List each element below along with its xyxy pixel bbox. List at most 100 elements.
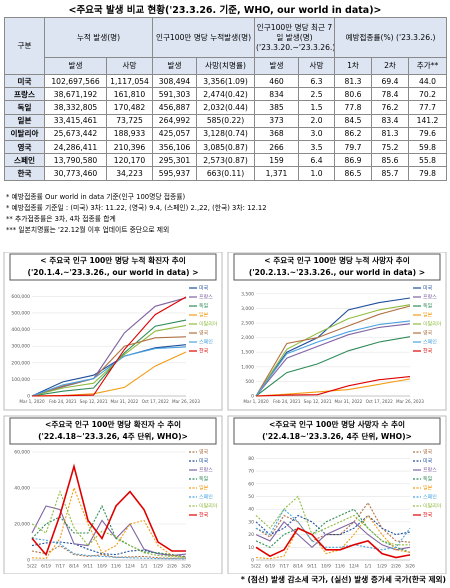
series-line <box>255 508 411 553</box>
cell: 2,474(0.42) <box>195 87 256 102</box>
cell: 70.2 <box>408 87 448 102</box>
cell: 368 <box>254 126 300 141</box>
sub-header: 사망 <box>106 57 153 75</box>
chart-title: < 주요국 인구 100만 명당 누적 사망자 추이 <box>264 255 410 265</box>
y-tick-label: 40 <box>248 507 254 513</box>
cell: 69.4 <box>371 73 410 89</box>
cell: 86.5 <box>334 166 373 181</box>
legend-label: 미국 <box>199 285 209 292</box>
cell: 85.7 <box>371 166 410 181</box>
chart-subtitle: ('20.2.13.~'23.3.26., our world in data)… <box>249 268 425 277</box>
series-line <box>31 346 187 397</box>
legend-label: 프랑스 <box>423 467 437 474</box>
legend-label: 독일 <box>423 303 433 310</box>
cell: 266 <box>254 139 300 155</box>
chart-subtitle: ('22.4.18~'23.3.26, 4주 단위, WHO)> <box>38 431 188 441</box>
title-box <box>233 417 441 445</box>
y-tick-label: 60 <box>248 481 254 487</box>
cell: 102,697,566 <box>44 73 107 89</box>
title-box <box>9 253 217 281</box>
group-header: 누적 발생(명) <box>44 17 153 58</box>
country: 미국 <box>4 73 45 89</box>
cell: 308,494 <box>152 73 197 89</box>
notes: * 예방접종률 Our world in data 기준(인구 100명당 접종… <box>6 192 446 236</box>
cell: 585(0.22) <box>195 113 256 128</box>
chart-frame <box>3 252 223 411</box>
x-tick-label: 10/9 <box>321 564 331 570</box>
x-tick-label: 5/22 <box>27 564 37 570</box>
cell: 210,396 <box>106 139 153 155</box>
legend-label: 프랑스 <box>199 294 213 301</box>
country: 독일 <box>4 100 45 115</box>
series-line <box>31 489 187 558</box>
legend-label: 스페인 <box>199 339 213 346</box>
cell: 34,223 <box>106 166 153 181</box>
x-tick-label: 11/6 <box>335 564 345 570</box>
legend-label: 미국 <box>199 458 209 465</box>
chart-subtitle: ('22.4.18~'23.3.26, 4주 단위, WHO)> <box>262 431 412 441</box>
cell: 595,937 <box>152 166 197 181</box>
cell: 6.3 <box>298 73 336 89</box>
cell: 295,301 <box>152 153 197 168</box>
y-tick-label: 3,500 <box>241 291 254 297</box>
subheader-row: 발생 사망 발생 사망(치명률) 발생 사망 1차 2차 추가** <box>5 57 448 75</box>
title-box <box>9 417 217 445</box>
series-line <box>255 305 411 397</box>
legend-label: 스페인 <box>423 339 437 346</box>
cell: 30,773,460 <box>44 166 107 181</box>
x-tick-label: Sep 12, 2021 <box>80 399 108 404</box>
sub-header: 2차 <box>371 57 410 75</box>
x-tick-label: 12/4 <box>349 564 359 570</box>
cell: 86.9 <box>334 153 373 168</box>
legend-label: 한국 <box>199 513 209 519</box>
series-line <box>31 297 187 397</box>
group-header: 인구100만 명당 누적발생(명) <box>151 17 256 58</box>
x-tick-label: Mar 1, 2020 <box>19 399 45 404</box>
legend-label: 프랑스 <box>199 467 213 474</box>
series-line <box>31 319 187 397</box>
x-tick-label: Mar 31, 2022 <box>110 399 138 404</box>
cell: 81.3 <box>371 126 410 141</box>
country: 이탈리아 <box>4 126 45 141</box>
sub-header: 사망 <box>298 57 336 75</box>
y-tick-label: 20 <box>248 532 254 538</box>
x-tick-label: Sep 12, 2021 <box>304 399 332 404</box>
legend-label: 이탈리아 <box>199 503 218 510</box>
legend-label: 일본 <box>199 485 209 492</box>
data-row: 한국 30,773,460 34,223 595,937 663(0.11) 1,371 1… <box>4 166 448 181</box>
note: * 예방접종률 Our world in data 기준(인구 100명당 접종… <box>6 193 186 201</box>
cell: 373 <box>254 113 300 128</box>
legend-label: 일본 <box>423 485 433 492</box>
cell: 188,933 <box>106 126 153 141</box>
y-tick-label: 0 <box>251 394 254 400</box>
cell: 85.6 <box>371 153 410 168</box>
x-tick-label: Mar 1, 2020 <box>243 399 269 404</box>
x-tick-label: 9/11 <box>307 564 317 570</box>
series-line <box>255 508 411 551</box>
x-tick-label: Oct 17, 2022 <box>142 399 170 404</box>
y-tick-label: 400,000 <box>11 327 30 333</box>
note: * 예방접종률 기준일 : (미국) 3차: 11.22, (영국) 9.4, … <box>6 204 267 212</box>
series-line <box>31 296 187 397</box>
cell: 38,332,805 <box>44 100 107 115</box>
cell: 13,790,580 <box>44 153 107 168</box>
cell: 1,371 <box>254 166 300 181</box>
page-title: <주요국 발생 비교 현황('23.3.26. 기준, WHO, our wor… <box>68 5 382 16</box>
legend-label: 독일 <box>199 476 209 483</box>
cell: 24,286,411 <box>44 139 107 155</box>
y-tick-label: 2,500 <box>241 321 254 327</box>
data-row: 영국 24,286,411 210,396 356,106 3,085(0.87) 266… <box>4 139 448 155</box>
y-tick-label: 10 <box>248 545 254 551</box>
cell: 79.8 <box>408 166 448 181</box>
cell: 356,106 <box>152 139 197 155</box>
y-tick-label: 2,000 <box>241 335 254 341</box>
title-box <box>233 253 441 281</box>
cell: 2.0 <box>298 113 336 128</box>
legend-label: 스페인 <box>423 494 437 501</box>
x-tick-label: 5/22 <box>251 564 261 570</box>
x-tick-label: 1/29 <box>377 564 387 570</box>
x-tick-label: 6/19 <box>41 564 51 570</box>
country: 한국 <box>4 166 45 181</box>
legend-label: 일본 <box>199 312 209 319</box>
legend-label: 프랑스 <box>423 294 437 301</box>
